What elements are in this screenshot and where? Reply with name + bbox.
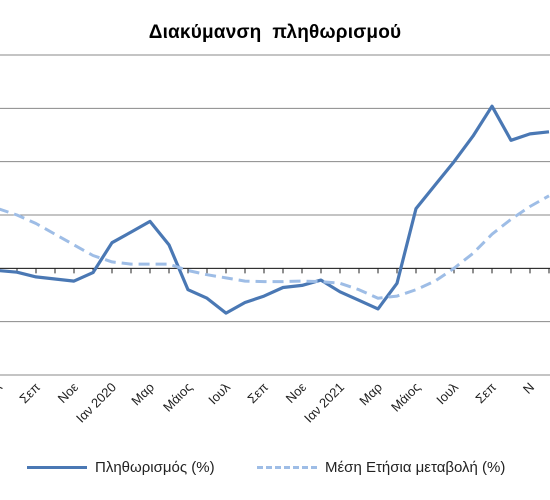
legend-label-inflation: Πληθωρισμός (%)	[95, 459, 215, 476]
x-tick-label-0: Ιουλ	[0, 379, 5, 407]
legend-swatch-inflation	[27, 466, 87, 469]
series-line-0	[0, 104, 550, 315]
x-tick-label-7: Σεπ	[244, 380, 271, 407]
legend-item-annual-average: Μέση Ετήσια μεταβολή (%)	[257, 459, 505, 476]
chart-legend: Πληθωρισμός (%) Μέση Ετήσια μεταβολή (%)	[0, 455, 550, 485]
legend-swatch-annual-average	[257, 466, 317, 469]
x-tick-label-6: Ιουλ	[205, 379, 233, 407]
chart-title: Διακύμανση πληθωρισμού	[148, 22, 402, 43]
legend-label-annual-average: Μέση Ετήσια μεταβολή (%)	[325, 459, 506, 476]
x-tick-label-8: Νοε	[283, 379, 310, 406]
x-tick-label-14: Ν	[520, 380, 537, 397]
x-tick-label-9: Ιαν 2021	[301, 380, 347, 426]
x-tick-label-10: Μαρ	[356, 380, 385, 409]
x-tick-label-5: Μάιος	[160, 380, 195, 415]
legend-item-inflation: Πληθωρισμός (%)	[27, 459, 215, 476]
series-line-1	[0, 194, 550, 300]
x-tick-label-12: Ιουλ	[433, 379, 461, 407]
x-tick-label-3: Ιαν 2020	[73, 380, 119, 426]
x-tick-label-1: Σεπ	[16, 380, 43, 407]
x-tick-label-4: Μαρ	[128, 380, 157, 409]
x-tick-label-11: Μάιος	[388, 380, 423, 415]
x-tick-label-2: Νοε	[55, 379, 82, 406]
x-tick-label-13: Σεπ	[472, 380, 499, 407]
